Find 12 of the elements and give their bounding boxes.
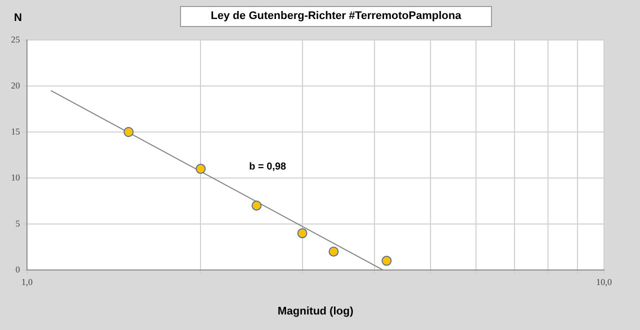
x-tick-label: 1,0 — [21, 276, 34, 287]
chart-title: Ley de Gutenberg-Richter #TerremotoPamplona — [180, 6, 492, 27]
y-tick-label: 0 — [16, 264, 20, 274]
annotation: b = 0,98 — [249, 161, 287, 172]
y-tick-label: 20 — [11, 80, 20, 90]
y-axis-title: N — [14, 12, 22, 24]
y-tick-label: 5 — [16, 218, 20, 228]
y-tick-label: 15 — [11, 126, 20, 136]
y-tick-label: 10 — [11, 172, 20, 182]
y-tick-label: 25 — [11, 34, 20, 44]
x-tick-label: 10,0 — [596, 276, 612, 287]
x-axis-title: Magnitud (log) — [278, 305, 354, 318]
